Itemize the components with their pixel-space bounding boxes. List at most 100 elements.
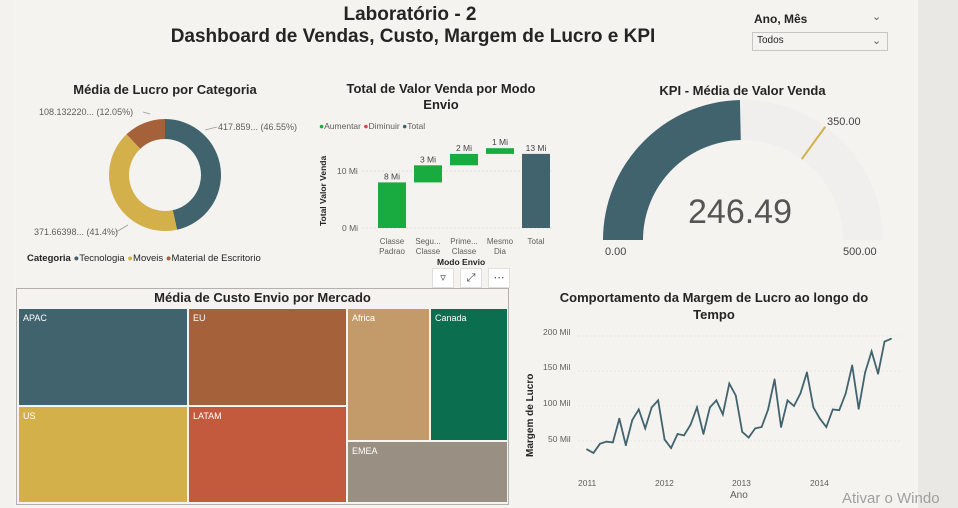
kpi-gauge[interactable] bbox=[0, 0, 883, 240]
x-tick-label: Dia bbox=[494, 247, 507, 256]
series-line[interactable] bbox=[586, 337, 892, 455]
line-chart[interactable] bbox=[0, 0, 900, 455]
year-month-dropdown[interactable] bbox=[752, 32, 888, 51]
legend-item: Diminuir bbox=[368, 121, 400, 131]
gauge-target-marker bbox=[800, 126, 827, 160]
waterfall-bar-4[interactable] bbox=[522, 153, 550, 228]
chevron-down-icon[interactable]: ⌄ bbox=[872, 35, 882, 47]
x-tick-label: Segu... bbox=[415, 237, 440, 246]
treemap-tile-us[interactable]: US bbox=[18, 406, 188, 503]
line-point-41 bbox=[851, 364, 854, 367]
line-point-8 bbox=[637, 408, 640, 411]
line-point-42 bbox=[857, 407, 860, 410]
legend-title: Categoria bbox=[27, 253, 71, 264]
line-point-34 bbox=[806, 371, 808, 374]
tile-label: EMEA bbox=[352, 446, 378, 456]
line-point-47 bbox=[890, 337, 892, 340]
line-point-30 bbox=[780, 426, 782, 428]
leader-line bbox=[142, 111, 151, 115]
line-point-27 bbox=[760, 426, 763, 428]
donut-slice-1[interactable] bbox=[108, 134, 178, 232]
line-point-43 bbox=[864, 371, 867, 374]
filter-icon[interactable]: ▿ bbox=[432, 268, 454, 288]
leader-line bbox=[115, 224, 129, 233]
waterfall-bar-2[interactable] bbox=[450, 153, 478, 166]
donut-label-moveis: 371.66398... (41.4%) bbox=[34, 227, 119, 237]
donut-chart[interactable] bbox=[0, 0, 222, 233]
kpi-title: KPI - Média de Valor Venda bbox=[659, 83, 826, 98]
data-label: 13 Mi bbox=[526, 143, 547, 153]
tile-label: EU bbox=[193, 313, 206, 323]
treemap-tile-emea[interactable]: EMEA bbox=[347, 441, 508, 503]
treemap-tile-apac[interactable]: APAC bbox=[18, 308, 188, 406]
treemap-tile-canada[interactable]: Canada bbox=[430, 308, 508, 441]
waterfall-bar-0[interactable] bbox=[378, 182, 406, 228]
treemap-tile-latam[interactable]: LATAM bbox=[188, 406, 347, 503]
x-tick-label: Classe bbox=[416, 247, 441, 256]
tile-label: Africa bbox=[352, 313, 376, 323]
data-label: 2 Mi bbox=[456, 143, 472, 153]
waterfall-ylabel: Total Valor Venda bbox=[318, 155, 328, 226]
waterfall-title-2: Envio bbox=[423, 97, 459, 112]
x-tick-label: Prime... bbox=[450, 237, 478, 246]
line-point-11 bbox=[657, 399, 660, 402]
waterfall-bar-1[interactable] bbox=[414, 165, 442, 183]
donut-label-escritorio: 108.132220... (12.05%) bbox=[39, 107, 134, 117]
tile-label: Canada bbox=[435, 313, 467, 323]
treemap-tile-eu[interactable]: EU bbox=[188, 308, 347, 406]
treemap-tile-africa[interactable]: Africa bbox=[347, 308, 430, 441]
donut-slice-2[interactable] bbox=[126, 119, 165, 149]
x-tick: 2014 bbox=[810, 478, 829, 488]
donut-title: Média de Lucro por Categoria bbox=[73, 82, 257, 97]
line-point-3 bbox=[605, 440, 608, 443]
data-label: 8 Mi bbox=[384, 171, 400, 181]
waterfall-title-1: Total de Valor Venda por Modo bbox=[346, 81, 536, 96]
line-point-12 bbox=[663, 438, 666, 441]
tile-label: US bbox=[23, 411, 36, 421]
x-tick: 2011 bbox=[578, 478, 597, 488]
line-point-22 bbox=[728, 382, 731, 385]
y-tick: 100 Mil bbox=[543, 398, 571, 408]
kpi-value: 246.49 bbox=[688, 193, 792, 231]
line-point-19 bbox=[708, 406, 711, 409]
line-title-1: Comportamento da Margem de Lucro ao long… bbox=[559, 290, 869, 305]
line-xlabel: Ano bbox=[730, 490, 748, 501]
x-tick: 2013 bbox=[732, 478, 751, 488]
line-point-10 bbox=[650, 406, 653, 409]
donut-label-tecnologia: 417.859... (46.55%) bbox=[218, 122, 298, 132]
line-point-15 bbox=[683, 434, 685, 437]
legend-item: Aumentar bbox=[324, 121, 361, 131]
slicer-collapse-icon[interactable]: ⌄ bbox=[872, 11, 882, 23]
x-tick: 2012 bbox=[655, 478, 674, 488]
line-point-18 bbox=[702, 433, 705, 435]
y-tick: 50 Mil bbox=[548, 434, 571, 444]
x-tick-label: Classe bbox=[452, 247, 477, 256]
more-options-icon[interactable]: ⋯ bbox=[488, 268, 510, 288]
line-point-4 bbox=[611, 441, 614, 444]
gauge-fill bbox=[603, 100, 741, 240]
line-point-5 bbox=[618, 417, 621, 420]
treemap-title: Média de Custo Envio por Mercado bbox=[154, 290, 371, 305]
line-point-26 bbox=[754, 427, 757, 430]
slicer-label: Ano, Mês bbox=[754, 12, 808, 26]
line-point-31 bbox=[786, 399, 789, 402]
line-point-29 bbox=[773, 378, 776, 381]
donut-slice-0[interactable] bbox=[165, 119, 222, 230]
legend-item: Moveis bbox=[133, 253, 164, 264]
line-ylabel: Margem de Lucro bbox=[525, 373, 536, 457]
donut-legend: Categoria ●Tecnologia ●Moveis ●Material … bbox=[27, 253, 261, 264]
line-point-35 bbox=[812, 406, 815, 409]
x-tick-label: Classe bbox=[380, 237, 405, 246]
y-tick: 10 Mi bbox=[337, 166, 358, 176]
line-point-32 bbox=[793, 405, 795, 407]
gauge-min-label: 0.00 bbox=[605, 246, 627, 258]
line-point-1 bbox=[592, 452, 595, 454]
line-point-7 bbox=[631, 419, 634, 421]
waterfall-bar-3[interactable] bbox=[486, 148, 514, 154]
line-point-14 bbox=[676, 433, 679, 435]
line-point-20 bbox=[715, 399, 718, 402]
focus-mode-icon[interactable]: ⤢ bbox=[460, 268, 482, 288]
line-point-13 bbox=[670, 447, 672, 449]
x-tick-label: Total bbox=[528, 237, 545, 246]
